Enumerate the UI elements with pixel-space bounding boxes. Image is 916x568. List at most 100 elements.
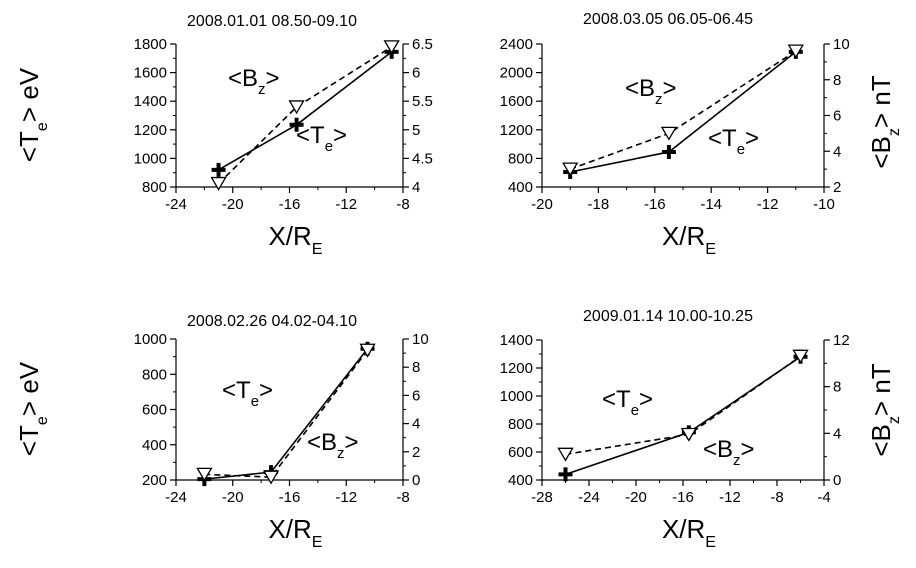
- right-y-tick-label: 6: [833, 108, 841, 125]
- x-tick-label: -24: [165, 196, 187, 213]
- bz-annotation: <Bz>: [228, 65, 279, 98]
- left-y-tick-label: 400: [508, 472, 533, 489]
- right-y-tick-label: 6: [412, 387, 420, 404]
- bz-data-point: [680, 427, 698, 442]
- bz-annotation: <Bz>: [625, 75, 676, 108]
- chart-title: 2008.01.01 08.50-09.10: [187, 13, 357, 30]
- right-y-tick-label: 2: [412, 444, 420, 461]
- right-y-tick-label: 5: [412, 122, 420, 139]
- te-annotation: <Te>: [602, 386, 653, 419]
- right-y-tick-label: 10: [412, 331, 429, 348]
- right-y-tick-label: 0: [412, 472, 420, 489]
- bz-data-point: [660, 126, 678, 141]
- x-tick-label: -8: [396, 196, 409, 213]
- right-y-tick-label: 5.5: [412, 93, 433, 110]
- left-y-tick-label: 1200: [500, 360, 533, 377]
- x-tick-label: -8: [770, 489, 783, 506]
- te-annotation: <Te>: [222, 377, 273, 410]
- left-y-tick-label: 800: [142, 179, 167, 196]
- right-y-axis-label: <Bz> nT: [866, 75, 903, 168]
- left-y-tick-label: 2400: [500, 36, 533, 53]
- bz-data-point: [562, 162, 579, 177]
- bz-data-point: [196, 467, 213, 482]
- x-tick-label: -20: [222, 196, 244, 213]
- te-data-point: [661, 144, 676, 159]
- x-tick-label: -12: [757, 196, 779, 213]
- x-tick-label: -10: [813, 196, 835, 213]
- left-y-tick-label: 1600: [500, 93, 533, 110]
- left-y-tick-label: 1400: [134, 93, 167, 110]
- left-y-tick-label: 1200: [134, 122, 167, 139]
- x-tick-label: -12: [335, 489, 357, 506]
- bz-data-point: [210, 176, 227, 191]
- right-y-tick-label: 0: [833, 472, 841, 489]
- te-annotation: <Te>: [708, 125, 759, 158]
- left-y-tick-label: 600: [508, 444, 533, 461]
- bz-data-point: [787, 44, 804, 59]
- left-y-tick-label: 400: [142, 437, 167, 454]
- left-y-tick-label: 1600: [134, 65, 167, 82]
- right-y-tick-label: 6.5: [412, 36, 433, 53]
- left-y-tick-label: 1000: [134, 150, 167, 167]
- x-tick-label: -18: [588, 196, 610, 213]
- left-y-tick-label: 1800: [134, 36, 167, 53]
- x-tick-label: -16: [279, 196, 301, 213]
- bz-series-line: [218, 46, 393, 185]
- right-y-tick-label: 8: [833, 379, 841, 396]
- x-axis-label: X/RE: [268, 514, 322, 551]
- bz-series-line: [204, 349, 369, 478]
- bz-annotation: <Bz>: [703, 436, 754, 469]
- te-annotation: <Te>: [296, 122, 347, 155]
- left-y-tick-label: 800: [142, 366, 167, 383]
- x-tick-label: -16: [644, 196, 666, 213]
- left-y-tick-label: 1400: [500, 332, 533, 349]
- te-data-point: [289, 117, 304, 132]
- left-y-tick-label: 600: [142, 402, 167, 419]
- te-data-point: [211, 162, 226, 177]
- x-tick-label: -24: [578, 489, 600, 506]
- right-y-tick-label: 4: [412, 179, 420, 196]
- chart-title: 2008.03.05 06.05-06.45: [583, 11, 753, 28]
- chart-panel-3: 2008.02.26 04.02-04.10 -24 -20 -16 -12 -8 200 4…: [14, 313, 429, 551]
- left-y-tick-label: 200: [142, 472, 167, 489]
- bz-data-point: [359, 343, 376, 358]
- left-y-tick-label: 800: [508, 150, 533, 167]
- chart-panel-1: 2008.01.01 08.50-09.10 -24 -20 -16 -12 -8 800 1…: [14, 13, 433, 258]
- right-y-tick-label: 12: [833, 332, 850, 349]
- x-tick-label: -16: [279, 489, 301, 506]
- x-tick-label: -20: [531, 196, 553, 213]
- right-y-tick-label: 6: [412, 65, 420, 82]
- right-y-tick-label: 10: [833, 36, 850, 53]
- x-tick-label: -24: [165, 489, 187, 506]
- x-axis-label: X/RE: [662, 221, 716, 258]
- x-tick-label: -4: [817, 489, 830, 506]
- chart-title: 2008.02.26 04.02-04.10: [187, 313, 357, 330]
- left-y-axis-label: <Te> eV: [14, 67, 51, 162]
- right-y-tick-label: 8: [412, 359, 420, 376]
- chart-title: 2009.01.14 10.00-10.25: [583, 308, 753, 325]
- left-y-tick-label: 400: [508, 179, 533, 196]
- chart-panel-2: 2008.03.05 06.05-06.45 -20 -18 -16 -14 -12 -10…: [500, 11, 903, 258]
- left-y-tick-label: 800: [508, 416, 533, 433]
- te-series-line: [565, 356, 801, 476]
- x-tick-label: -20: [222, 489, 244, 506]
- bz-series-line: [565, 355, 801, 456]
- left-y-tick-label: 2000: [500, 65, 533, 82]
- right-y-tick-label: 4.5: [412, 150, 433, 167]
- x-axis-label: X/RE: [268, 221, 322, 258]
- chart-panel-4: 2009.01.14 10.00-10.25 -28 -24 -20 -16 -12 -8 -…: [500, 308, 903, 551]
- right-y-tick-label: 2: [833, 179, 841, 196]
- x-tick-label: -12: [719, 489, 741, 506]
- bz-data-point: [557, 447, 574, 462]
- left-y-tick-label: 1000: [134, 331, 167, 348]
- right-y-tick-label: 8: [833, 72, 841, 89]
- left-y-tick-label: 1200: [500, 122, 533, 139]
- left-y-tick-label: 1000: [500, 388, 533, 405]
- x-tick-label: -8: [396, 489, 409, 506]
- bz-data-point: [792, 349, 809, 364]
- x-tick-label: -16: [672, 489, 694, 506]
- x-axis-label: X/RE: [662, 514, 716, 551]
- bz-series-line: [569, 50, 797, 170]
- bz-annotation: <Bz>: [307, 429, 358, 462]
